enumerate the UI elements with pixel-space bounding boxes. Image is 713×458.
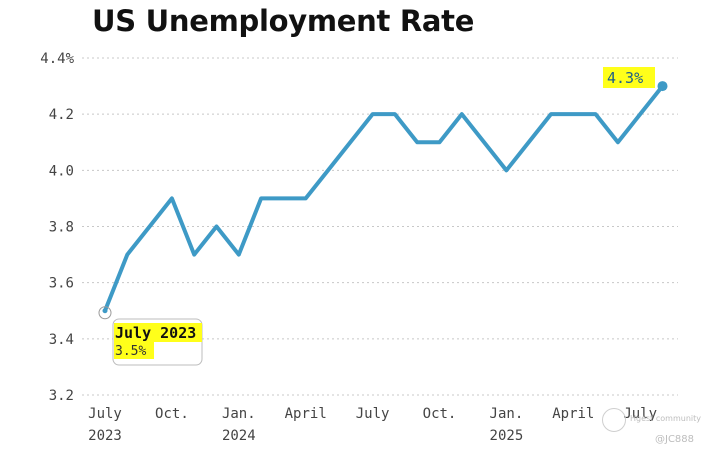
x-tick-label: July: [356, 406, 390, 422]
watermark-logo-icon: [602, 408, 626, 432]
end-annotation-value: 4.3%: [607, 69, 643, 87]
end-annotation-highlight: [603, 67, 655, 88]
x-tick-label: April: [552, 406, 594, 422]
watermark: Hgest community @JC888: [600, 406, 705, 450]
start-annotation-value: 3.5%: [115, 344, 146, 359]
chart-title: US Unemployment Rate: [92, 4, 475, 38]
end-point-marker: [657, 81, 668, 92]
y-tick-label: 4.4%: [40, 51, 74, 67]
series-layer: [98, 81, 668, 320]
x-axis: July 2023 Oct. Jan. 2024 April July Oct. Jan. 202…: [88, 406, 657, 444]
watermark-line2: @JC888: [655, 434, 695, 445]
y-tick-label: 3.4: [49, 332, 74, 348]
x-tick-year-label: 2025: [490, 428, 524, 444]
start-annotation-label: July 2023: [115, 324, 196, 342]
y-tick-label: 4.0: [49, 163, 74, 179]
x-tick-year-label: 2023: [88, 428, 122, 444]
start-point-dot: [102, 308, 108, 314]
start-annotation-value-highlight: [114, 342, 154, 359]
y-tick-label: 4.2: [49, 107, 74, 123]
start-annotation-highlight: [114, 323, 202, 342]
y-tick-label: 3.6: [49, 276, 74, 292]
watermark-line1: Hgest community: [630, 414, 701, 423]
x-tick-label: Jan.: [490, 406, 524, 422]
x-tick-label: Jan.: [222, 406, 256, 422]
y-tick-label: 3.2: [49, 388, 74, 404]
start-point-marker: [98, 306, 112, 320]
x-tick-label: April: [285, 406, 327, 422]
x-tick-label: July: [88, 406, 122, 422]
y-tick-label: 3.8: [49, 220, 74, 236]
x-tick-label: Oct.: [155, 406, 189, 422]
x-tick-label: July: [623, 406, 657, 422]
annotations: July 2023 3.5% 4.3%: [112, 67, 655, 366]
series-line: [103, 84, 665, 313]
x-tick-label: Oct.: [423, 406, 457, 422]
x-tick-year-label: 2024: [222, 428, 256, 444]
y-axis: 4.4% 4.2 4.0 3.8 3.6 3.4 3.2: [40, 51, 74, 404]
